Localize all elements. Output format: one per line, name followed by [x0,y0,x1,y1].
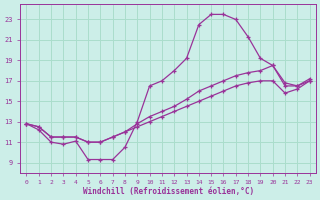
X-axis label: Windchill (Refroidissement éolien,°C): Windchill (Refroidissement éolien,°C) [83,187,254,196]
